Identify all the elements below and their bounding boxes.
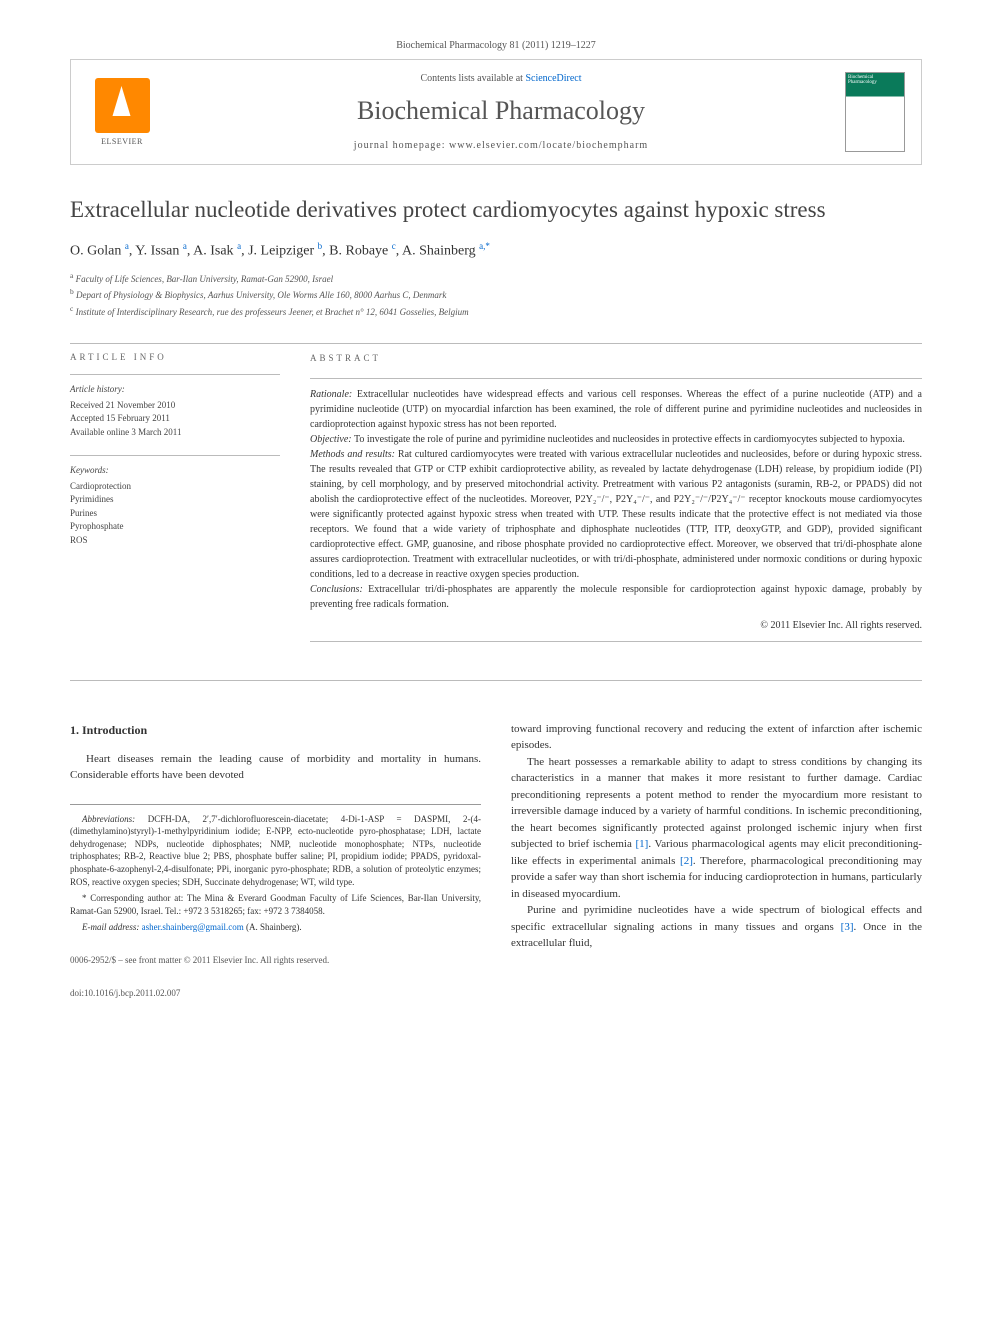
abstract-paragraph: Rationale: Extracellular nucleotides hav… [310,387,922,432]
divider [70,343,922,344]
elsevier-tree-icon [95,78,150,133]
article-info-sidebar: ARTICLE INFO Article history: Received 2… [70,352,280,650]
abstract-label: ABSTRACT [310,352,922,366]
homepage-prefix: journal homepage: [354,140,449,151]
ref-link[interactable]: [2] [680,855,693,867]
article-title: Extracellular nucleotide derivatives pro… [70,195,922,225]
keyword: ROS [70,534,280,548]
article-info-label: ARTICLE INFO [70,352,280,362]
affiliation: b Depart of Physiology & Biophysics, Aar… [70,286,922,303]
keyword: Pyrimidines [70,493,280,507]
issn-line: 0006-2952/$ – see front matter © 2011 El… [70,954,481,968]
abbrev-text: DCFH-DA, 2′,7′-dichlorofluorescein-diace… [70,814,481,887]
elsevier-label: ELSEVIER [101,137,143,146]
doi-line: doi:10.1016/j.bcp.2011.02.007 [70,987,481,1001]
intro-p1: Heart diseases remain the leading cause … [70,751,481,784]
abstract: ABSTRACT Rationale: Extracellular nucleo… [310,352,922,650]
keyword: Purines [70,507,280,521]
journal-masthead: ELSEVIER Contents lists available at Sci… [70,59,922,165]
contents-line: Contents lists available at ScienceDirec… [157,73,845,84]
elsevier-logo: ELSEVIER [87,72,157,152]
article-history: Article history: Received 21 November 20… [70,383,280,439]
email-line: E-mail address: asher.shainberg@gmail.co… [70,921,481,934]
affiliation: a Faculty of Life Sciences, Bar-Ilan Uni… [70,270,922,287]
divider [310,641,922,642]
email-address[interactable]: asher.shainberg@gmail.com [139,922,243,932]
email-suffix: (A. Shainberg). [244,922,302,932]
history-line: Accepted 15 February 2011 [70,412,280,426]
homepage-url[interactable]: www.elsevier.com/locate/biochempharm [449,140,648,151]
journal-homepage: journal homepage: www.elsevier.com/locat… [157,140,845,151]
keyword: Pyrophosphate [70,520,280,534]
journal-cover-thumbnail: Biochemical Pharmacology [845,72,905,152]
authors-line: O. Golan a, Y. Issan a, A. Isak a, J. Le… [70,241,922,260]
affiliation: c Institute of Interdisciplinary Researc… [70,303,922,320]
right-column: toward improving functional recovery and… [511,721,922,1001]
keywords-block: Keywords: CardioprotectionPyrimidinesPur… [70,464,280,547]
divider [70,680,922,681]
divider [310,378,922,379]
sciencedirect-link[interactable]: ScienceDirect [525,73,581,84]
intro-heading: 1. Introduction [70,721,481,739]
left-column: 1. Introduction Heart diseases remain th… [70,721,481,1001]
abstract-paragraph: Objective: To investigate the role of pu… [310,432,922,447]
corresponding-author: * Corresponding author at: The Mina & Ev… [70,892,481,917]
contents-prefix: Contents lists available at [420,73,525,84]
ref-link[interactable]: [1] [636,838,649,850]
divider [70,374,280,375]
copyright: © 2011 Elsevier Inc. All rights reserved… [310,618,922,633]
history-line: Received 21 November 2010 [70,399,280,413]
email-label: E-mail address: [82,922,139,932]
ref-link[interactable]: [3] [841,921,854,933]
keywords-heading: Keywords: [70,464,280,478]
affiliations: a Faculty of Life Sciences, Bar-Ilan Uni… [70,270,922,320]
divider [70,455,280,456]
right-p1: toward improving functional recovery and… [511,721,922,754]
abstract-paragraph: Conclusions: Extracellular tri/di-phosph… [310,582,922,612]
abbreviations: Abbreviations: DCFH-DA, 2′,7′-dichlorofl… [70,813,481,889]
right-p3: Purine and pyrimidine nucleotides have a… [511,902,922,952]
abbrev-label: Abbreviations: [82,814,135,824]
history-heading: Article history: [70,383,280,397]
citation-header: Biochemical Pharmacology 81 (2011) 1219–… [70,40,922,51]
right-p2: The heart possesses a remarkable ability… [511,754,922,903]
footnotes: Abbreviations: DCFH-DA, 2′,7′-dichlorofl… [70,804,481,934]
history-line: Available online 3 March 2011 [70,426,280,440]
abstract-paragraph: Methods and results: Rat cultured cardio… [310,447,922,582]
keyword: Cardioprotection [70,480,280,494]
journal-title: Biochemical Pharmacology [157,96,845,126]
